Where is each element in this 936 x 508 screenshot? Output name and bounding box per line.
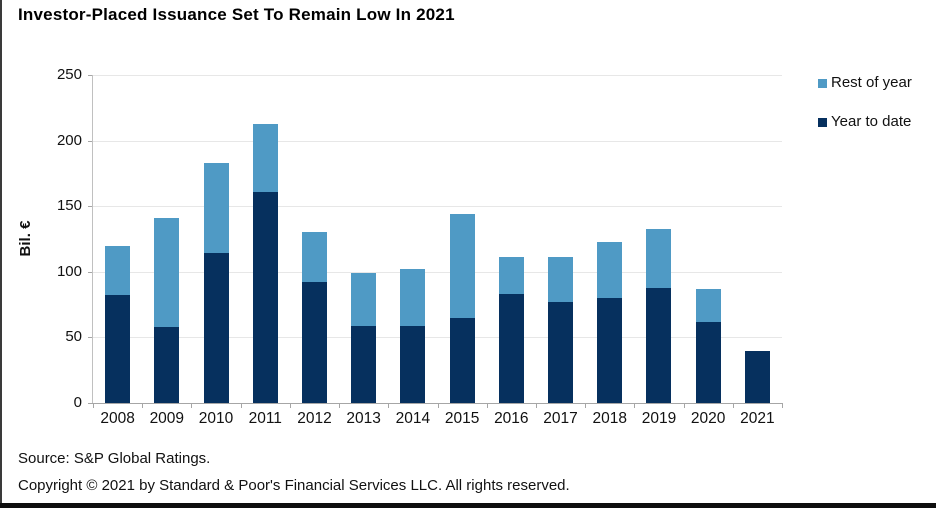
window-edge-bottom: [0, 503, 936, 508]
x-axis-tick-5: [339, 404, 341, 408]
bar-segment-rest-of-year-2020: [695, 288, 721, 322]
y-axis-tick-label-250: 250: [56, 66, 82, 83]
x-axis-label-2008: 2008: [100, 410, 135, 427]
bar-segment-year-to-date-2013: [351, 325, 377, 403]
bar-segment-rest-of-year-2014: [400, 269, 426, 326]
x-axis-label-2020: 2020: [690, 410, 726, 427]
chart-title: Investor-Placed Issuance Set To Remain L…: [18, 5, 455, 24]
x-axis-tick-9: [535, 404, 537, 408]
y-axis-line: [92, 75, 93, 403]
legend-label: Year to date: [831, 113, 912, 130]
x-axis-label-2009: 2009: [149, 410, 185, 427]
legend-item-year-to-date: Year to date: [818, 113, 912, 131]
y-axis-tick-label-100: 100: [56, 262, 82, 280]
x-axis-label-2019: 2019: [641, 410, 677, 427]
window-edge-left: [0, 0, 2, 508]
legend-item-rest-of-year: Rest of year: [818, 74, 912, 92]
x-axis-tick-8: [486, 404, 488, 408]
bar-segment-year-to-date-2016: [498, 294, 524, 403]
bar-segment-rest-of-year-2015: [449, 214, 475, 318]
bar-segment-rest-of-year-2011: [252, 123, 278, 192]
bar-segment-year-to-date-2014: [400, 325, 426, 403]
bar-segment-year-to-date-2015: [449, 317, 475, 403]
bar-segment-year-to-date-2011: [252, 191, 278, 403]
x-axis-label-2012: 2012: [297, 410, 332, 427]
x-axis-tick-7: [437, 404, 439, 408]
x-axis-label-2021: 2021: [740, 410, 775, 427]
x-axis-tick-0: [93, 404, 94, 408]
gridline-y150: [93, 206, 782, 208]
y-axis-tick-200: [88, 140, 93, 142]
bar-segment-rest-of-year-2019: [646, 228, 672, 288]
bar-segment-year-to-date-2010: [203, 253, 229, 403]
x-axis-tick-6: [388, 404, 390, 408]
x-axis-label-2011: 2011: [248, 410, 282, 427]
bar-segment-rest-of-year-2012: [301, 232, 327, 283]
y-axis-tick-250: [88, 75, 93, 76]
copyright-note: Copyright © 2021 by Standard & Poor's Fi…: [18, 477, 570, 494]
x-axis-tick-3: [240, 404, 242, 408]
legend-label: Rest of year: [831, 74, 912, 91]
x-axis-tick-1: [142, 404, 144, 408]
x-axis-tick-4: [289, 404, 291, 408]
y-axis-tick-0: [88, 403, 93, 404]
bar-segment-rest-of-year-2016: [498, 257, 524, 295]
bar-segment-year-to-date-2021: [744, 350, 770, 403]
bar-segment-rest-of-year-2018: [597, 241, 623, 299]
bar-segment-rest-of-year-2010: [203, 162, 229, 254]
y-axis-tick-150: [88, 206, 93, 208]
x-axis-label-2013: 2013: [346, 410, 381, 427]
x-axis-label-2015: 2015: [444, 410, 480, 427]
gridline-y250: [93, 75, 782, 76]
legend-marker-icon: [818, 78, 827, 88]
bar-segment-rest-of-year-2008: [105, 245, 131, 296]
source-note: Source: S&P Global Ratings.: [18, 450, 211, 467]
gridline-y50: [93, 337, 782, 339]
y-axis-tick-label-50: 50: [65, 328, 82, 346]
bar-segment-year-to-date-2017: [548, 301, 574, 403]
x-axis-label-2017: 2017: [543, 410, 578, 427]
x-axis-tick-12: [683, 404, 685, 408]
bar-segment-year-to-date-2019: [646, 287, 672, 403]
bar-segment-year-to-date-2008: [105, 295, 131, 403]
x-axis-tick-14: [782, 404, 783, 408]
x-axis-label-2018: 2018: [592, 410, 627, 427]
bar-segment-year-to-date-2018: [597, 298, 623, 403]
y-axis-tick-label-150: 150: [56, 197, 82, 215]
x-axis-label-2016: 2016: [494, 410, 529, 427]
bar-segment-rest-of-year-2013: [351, 273, 377, 326]
chart-legend: Rest of year Year to date: [818, 74, 912, 152]
x-axis-tick-11: [634, 404, 636, 408]
x-axis-tick-10: [585, 404, 587, 408]
gridline-y100: [93, 271, 782, 273]
y-axis-tick-100: [88, 271, 93, 273]
y-axis-tick-50: [88, 337, 93, 339]
x-axis-tick-2: [191, 404, 193, 408]
bar-segment-year-to-date-2020: [695, 321, 721, 403]
y-axis-tick-label-200: 200: [56, 131, 82, 149]
legend-marker-icon: [818, 117, 827, 127]
bar-segment-rest-of-year-2017: [548, 257, 574, 302]
x-axis-label-2010: 2010: [198, 410, 234, 427]
x-axis-label-2014: 2014: [395, 410, 431, 427]
gridline-y200: [93, 140, 782, 142]
bar-segment-year-to-date-2012: [301, 282, 327, 403]
bar-segment-year-to-date-2009: [154, 326, 180, 403]
x-axis-line: [93, 403, 783, 404]
bar-segment-rest-of-year-2009: [154, 218, 180, 327]
y-axis-title: Bil. €: [17, 220, 34, 257]
y-axis-tick-label-0: 0: [73, 394, 82, 411]
x-axis-tick-13: [732, 404, 734, 408]
